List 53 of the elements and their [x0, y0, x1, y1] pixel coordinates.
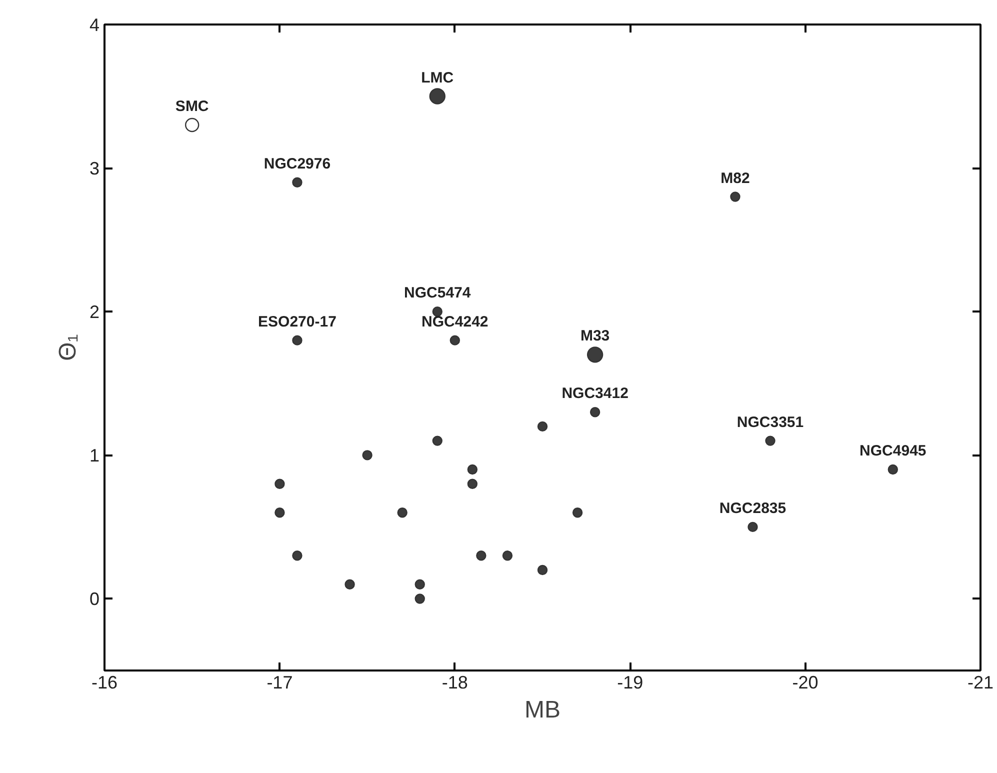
x-axis-title: MB	[524, 696, 560, 724]
annotation: NGC5474	[404, 284, 472, 302]
annotation: M82	[720, 170, 750, 187]
x-tick-label: -17	[266, 672, 293, 692]
annotation: LMC	[421, 69, 454, 86]
x-tick-label: -20	[792, 672, 818, 692]
annotation: ESO270-17	[258, 313, 336, 330]
annotation: NGC3412	[562, 385, 628, 402]
point	[590, 407, 600, 418]
point	[888, 464, 898, 475]
point	[432, 306, 442, 317]
point	[537, 421, 548, 432]
y-tick-label: 1	[89, 446, 100, 466]
point	[274, 478, 285, 489]
y-tick-label: 0	[89, 589, 100, 610]
annotation: M33	[580, 328, 610, 345]
point	[429, 88, 446, 104]
point	[748, 522, 758, 532]
point	[476, 550, 486, 561]
y-axis-title: Θ₁	[54, 334, 82, 361]
point	[414, 594, 425, 604]
y-tick-label: 4	[89, 15, 100, 35]
point	[572, 508, 583, 518]
point	[414, 579, 425, 590]
point	[292, 177, 302, 188]
point	[502, 550, 513, 561]
point	[730, 192, 740, 202]
point	[467, 478, 478, 489]
x-tick-label: -19	[617, 672, 644, 692]
point	[292, 335, 302, 346]
point	[467, 464, 478, 475]
point	[397, 508, 408, 518]
point	[586, 346, 604, 363]
point	[765, 436, 776, 446]
point	[344, 579, 355, 590]
x-tick-label: -16	[91, 672, 118, 692]
y-tick-label: 2	[89, 302, 100, 322]
point	[432, 436, 442, 446]
annotation: NGC2976	[264, 155, 331, 172]
point	[537, 564, 548, 576]
annotation: NGC3351	[736, 414, 804, 431]
annotation: SMC	[175, 98, 209, 115]
annotation: NGC2835	[719, 500, 786, 517]
x-tick-label: -21	[967, 672, 994, 692]
point	[274, 508, 285, 518]
y-tick-label: 3	[89, 158, 100, 179]
point	[292, 550, 302, 561]
annotation: NGC4945	[860, 442, 926, 460]
annotation: NGC4242	[422, 313, 488, 330]
point	[362, 450, 372, 460]
point	[450, 335, 460, 346]
point	[185, 118, 200, 132]
x-tick-label: -18	[442, 672, 468, 692]
